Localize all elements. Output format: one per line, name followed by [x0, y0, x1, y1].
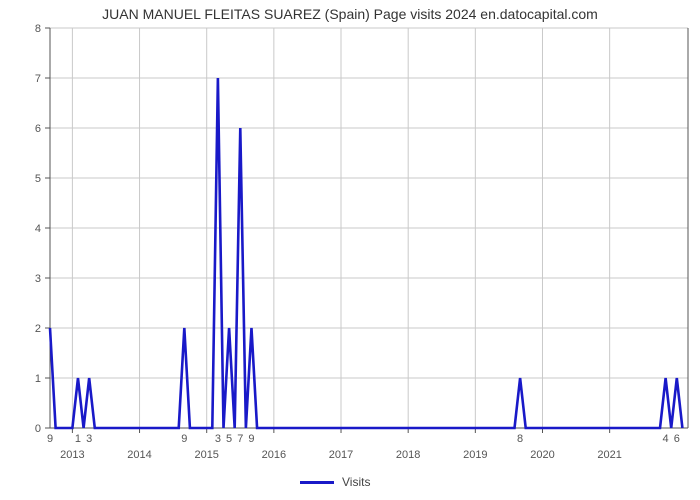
svg-text:2013: 2013	[60, 449, 84, 461]
svg-text:7: 7	[35, 73, 41, 85]
svg-text:2015: 2015	[194, 449, 218, 461]
svg-text:8: 8	[35, 23, 41, 35]
svg-text:6: 6	[674, 433, 680, 445]
svg-text:2017: 2017	[329, 449, 353, 461]
svg-text:7: 7	[237, 433, 243, 445]
svg-text:1: 1	[35, 373, 41, 385]
svg-text:2016: 2016	[262, 449, 286, 461]
svg-text:6: 6	[35, 123, 41, 135]
svg-text:2: 2	[35, 323, 41, 335]
svg-text:3: 3	[86, 433, 92, 445]
legend-label: Visits	[342, 475, 370, 489]
svg-text:1: 1	[75, 433, 81, 445]
svg-text:3: 3	[215, 433, 221, 445]
y-axis-ticks: 0 1 2 3 4 5 6 7 8	[35, 23, 50, 435]
legend: Visits	[300, 475, 370, 489]
svg-text:4: 4	[35, 223, 41, 235]
svg-text:2021: 2021	[597, 449, 621, 461]
svg-text:2020: 2020	[530, 449, 554, 461]
svg-text:5: 5	[226, 433, 232, 445]
x-axis-ticks: 2013 2014 2015 2016 2017 2018 2019 2020 2021	[60, 428, 622, 461]
x-axis-minor-labels: 91393579846	[47, 433, 680, 445]
svg-text:5: 5	[35, 173, 41, 185]
line-chart: 0 1 2 3 4 5 6 7 8 2013 2014 2015 2016 2017 2018 2019 202…	[0, 0, 700, 500]
svg-text:9: 9	[248, 433, 254, 445]
svg-text:9: 9	[47, 433, 53, 445]
svg-text:8: 8	[517, 433, 523, 445]
svg-text:2019: 2019	[463, 449, 487, 461]
legend-swatch	[300, 481, 334, 484]
svg-text:0: 0	[35, 423, 41, 435]
svg-text:2014: 2014	[127, 449, 151, 461]
svg-text:3: 3	[35, 273, 41, 285]
svg-text:2018: 2018	[396, 449, 420, 461]
svg-text:4: 4	[663, 433, 669, 445]
gridlines	[50, 28, 688, 428]
visits-series	[50, 78, 682, 428]
svg-text:9: 9	[181, 433, 187, 445]
